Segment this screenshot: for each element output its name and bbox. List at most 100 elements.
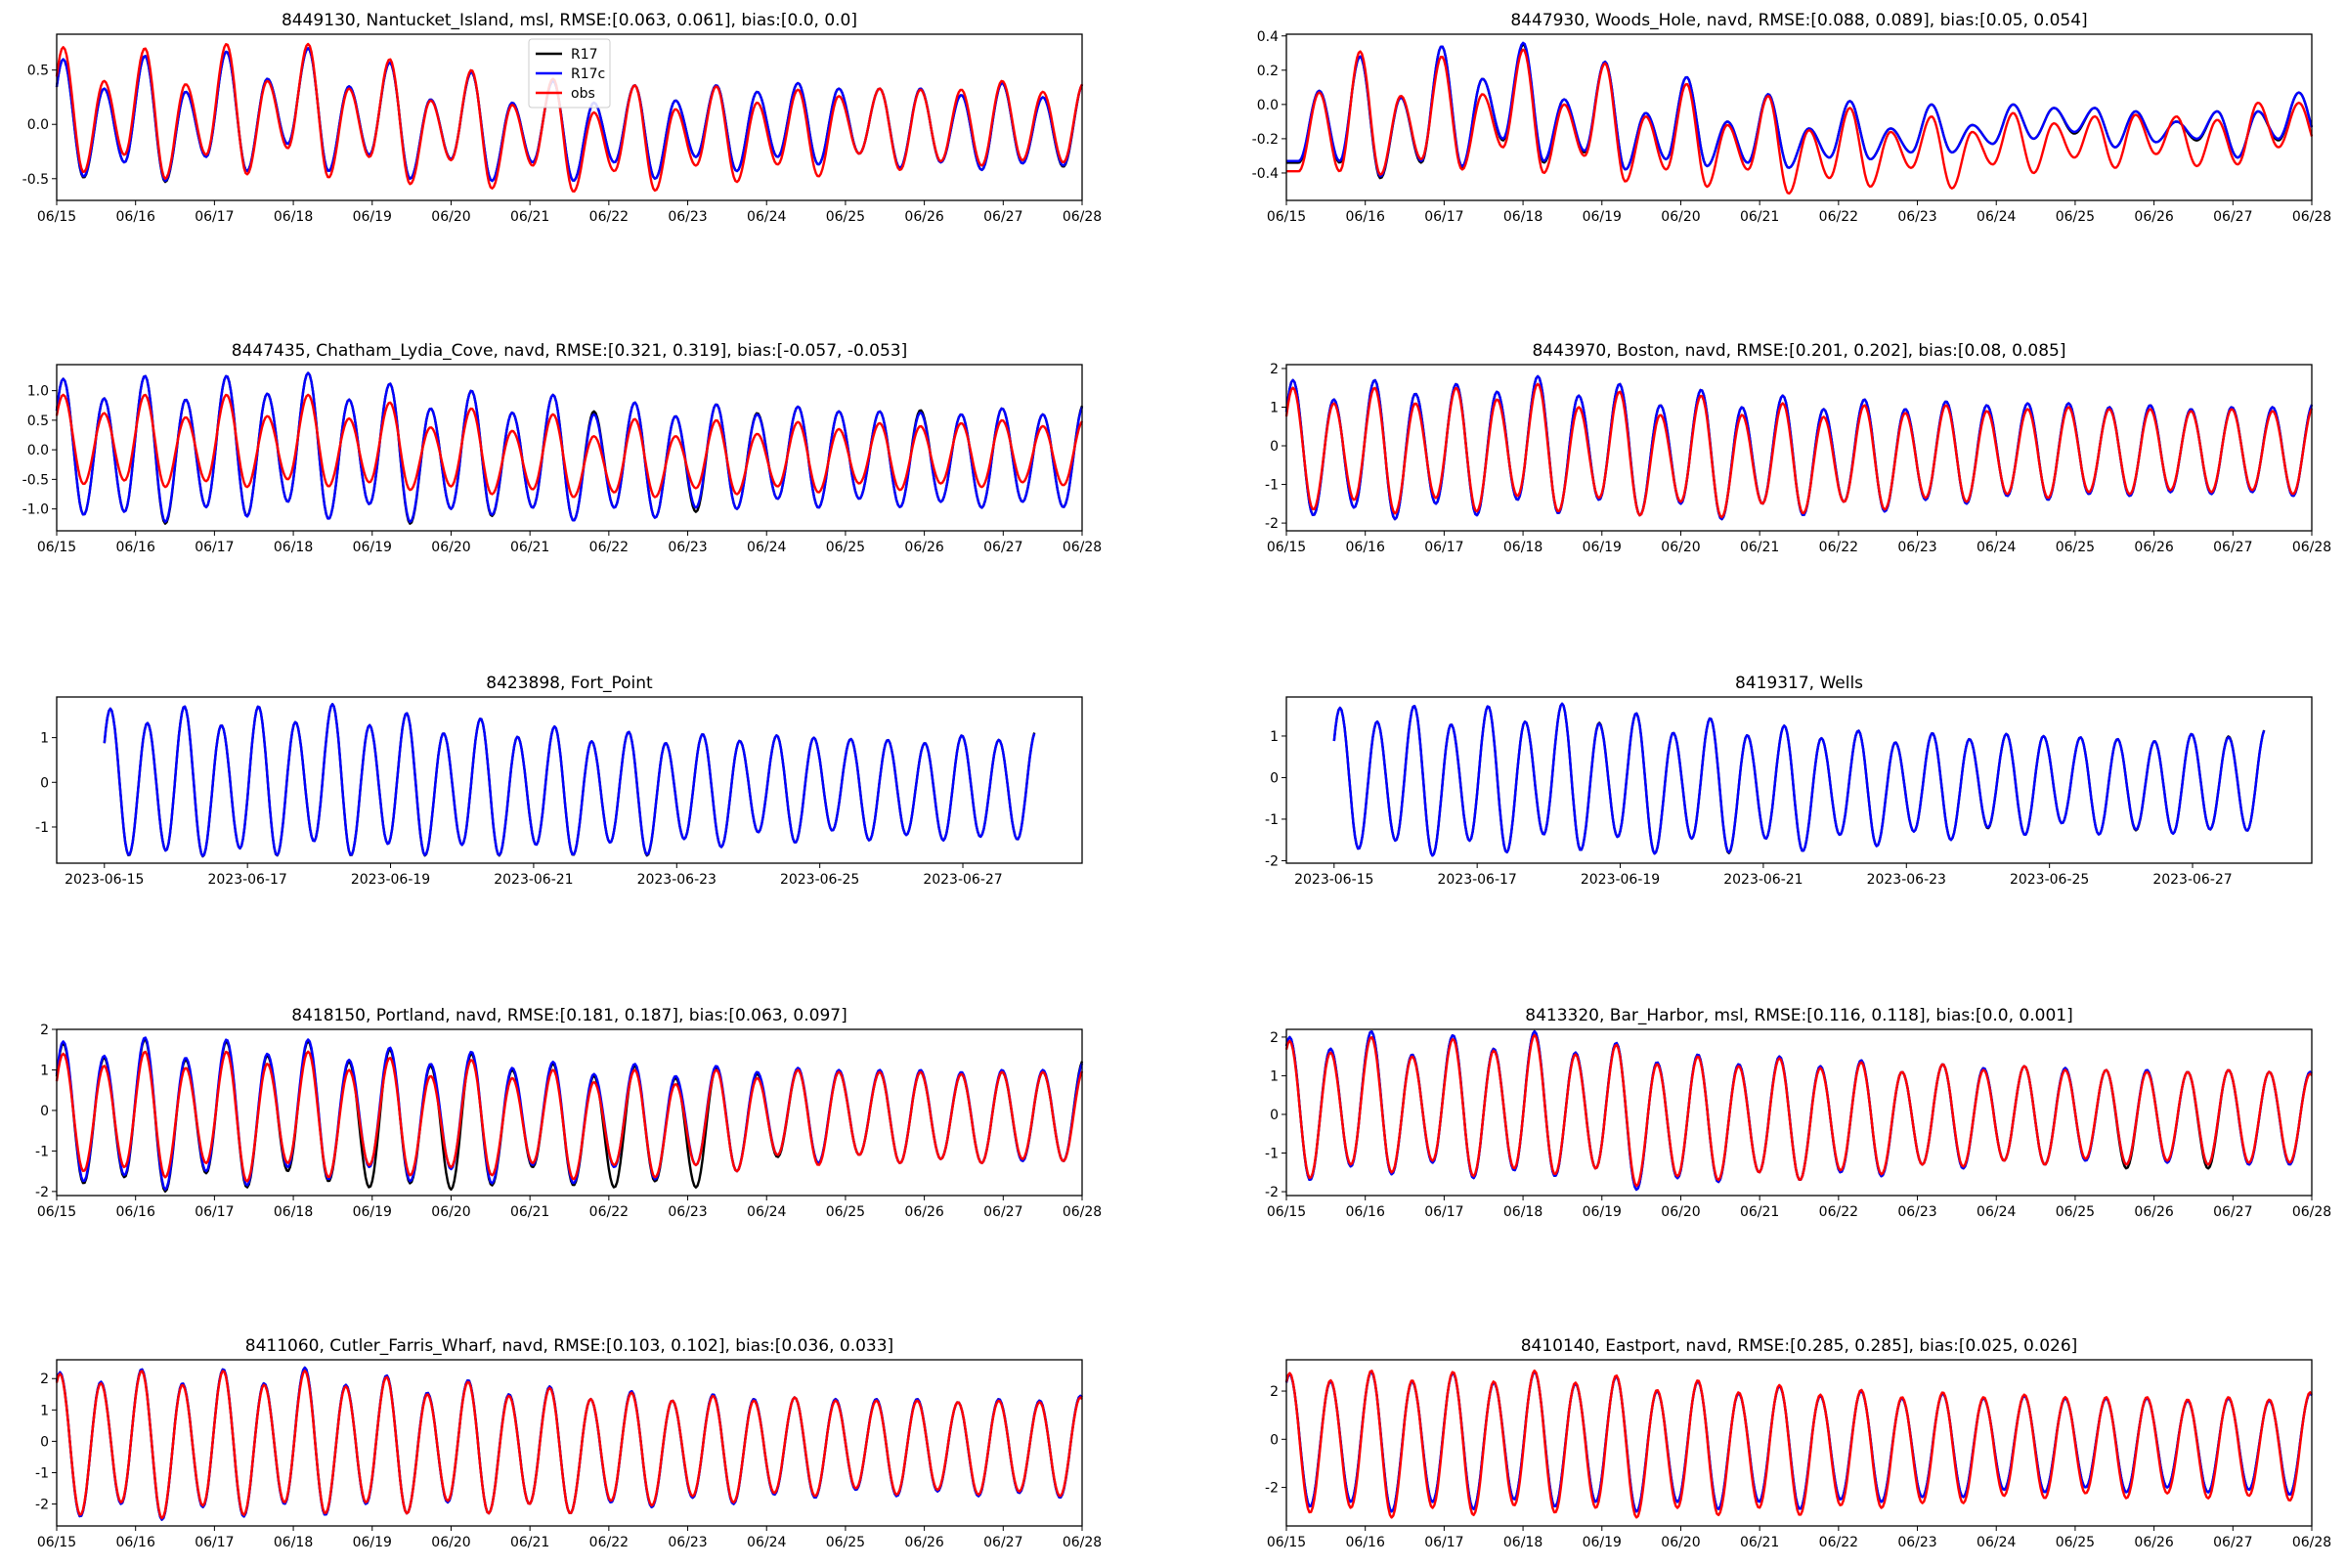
axes-frame <box>56 696 1083 864</box>
x-tick-label: 06/21 <box>1740 1204 1779 1220</box>
subplot-7: 8413320, Bar_Harbor, msl, RMSE:[0.116, 0… <box>1265 1006 2331 1220</box>
y-tick-label: 0.0 <box>27 117 49 133</box>
x-tick-label: 06/24 <box>747 1535 786 1550</box>
y-tick-label: -1 <box>35 820 49 836</box>
x-tick-label: 06/17 <box>1424 1535 1463 1550</box>
x-tick-label: 06/22 <box>589 209 629 225</box>
y-tick-label: -1 <box>35 1144 49 1159</box>
x-tick-label: 06/18 <box>1503 1204 1542 1220</box>
series-line-obs <box>1286 48 2314 196</box>
y-tick-label: -0.5 <box>22 472 49 488</box>
series-line-R17c <box>1284 1029 2313 1192</box>
x-tick-label: 06/28 <box>2292 1204 2331 1220</box>
x-tick-label: 06/16 <box>116 1535 155 1550</box>
subplot-title: 8418150, Portland, navd, RMSE:[0.181, 0.… <box>291 1006 847 1025</box>
x-tick-label: 06/25 <box>826 540 865 555</box>
subplot-title: 8413320, Bar_Harbor, msl, RMSE:[0.116, 0… <box>1525 1006 2072 1025</box>
x-tick-label: 06/27 <box>2213 540 2252 555</box>
subplot-0: 8449130, Nantucket_Island, msl, RMSE:[0.… <box>22 11 1103 225</box>
x-tick-label: 06/24 <box>747 1204 786 1220</box>
x-tick-label: 06/22 <box>1819 1535 1858 1550</box>
x-tick-label: 06/15 <box>37 1204 76 1220</box>
x-tick-label: 06/28 <box>1063 1535 1102 1550</box>
x-tick-label: 06/25 <box>2056 1204 2095 1220</box>
y-tick-label: -2 <box>1265 1481 1279 1497</box>
subplot-title: 8410140, Eastport, navd, RMSE:[0.285, 0.… <box>1521 1336 2078 1356</box>
x-tick-label: 06/16 <box>1346 540 1385 555</box>
y-tick-label: -1 <box>1265 812 1279 828</box>
y-tick-label: 2 <box>1270 1384 1279 1400</box>
x-tick-label: 06/17 <box>1424 209 1463 225</box>
x-tick-label: 06/23 <box>668 540 707 555</box>
subplot-title: 8411060, Cutler_Farris_Wharf, navd, RMSE… <box>245 1336 893 1356</box>
x-tick-label: 06/19 <box>353 1535 392 1550</box>
x-tick-label: 06/22 <box>1819 1204 1858 1220</box>
x-tick-label: 06/19 <box>353 209 392 225</box>
x-tick-label: 06/20 <box>1661 1204 1700 1220</box>
x-tick-label: 06/21 <box>1740 209 1779 225</box>
y-tick-label: 0.2 <box>1257 64 1279 79</box>
x-tick-label: 06/21 <box>510 209 549 225</box>
y-tick-label: 0 <box>40 775 49 791</box>
y-tick-label: 0 <box>1270 1432 1279 1448</box>
y-tick-label: 0.5 <box>27 414 49 429</box>
y-tick-label: 0 <box>1270 1108 1279 1123</box>
y-tick-label: 0 <box>1270 439 1279 455</box>
x-tick-label: 06/24 <box>747 540 786 555</box>
y-tick-label: 0.5 <box>27 64 49 79</box>
series-line-R17c <box>1284 1371 2313 1513</box>
x-tick-label: 2023-06-21 <box>494 872 573 888</box>
y-tick-label: 2 <box>1270 362 1279 377</box>
x-tick-label: 06/20 <box>1661 1535 1700 1550</box>
axes-frame <box>1285 1359 2313 1527</box>
x-tick-label: 06/23 <box>1897 540 1936 555</box>
y-tick-label: 0.0 <box>1257 98 1279 113</box>
y-tick-label: -0.4 <box>1252 166 1279 182</box>
x-tick-label: 06/16 <box>116 209 155 225</box>
x-tick-label: 06/26 <box>2134 540 2173 555</box>
subplot-8: 8411060, Cutler_Farris_Wharf, navd, RMSE… <box>35 1336 1102 1550</box>
x-tick-label: 06/27 <box>983 540 1022 555</box>
axes-frame <box>1285 364 2313 532</box>
x-tick-label: 06/20 <box>1661 540 1700 555</box>
x-tick-label: 06/23 <box>668 1535 707 1550</box>
y-tick-label: -0.2 <box>1252 132 1279 148</box>
axes-frame <box>1285 1028 2313 1197</box>
subplot-1: 8447930, Woods_Hole, navd, RMSE:[0.088, … <box>1252 11 2332 225</box>
subplot-5: 8419317, Wells 2023-06-15 2023-06-17 2023-0… <box>1265 674 2313 888</box>
x-tick-label: 2023-06-15 <box>1294 872 1373 888</box>
x-tick-label: 06/15 <box>37 1535 76 1550</box>
y-tick-label: 1 <box>40 1063 49 1078</box>
x-tick-label: 2023-06-19 <box>351 872 430 888</box>
y-tick-label: -2 <box>35 1185 49 1200</box>
x-tick-label: 2023-06-21 <box>1723 872 1803 888</box>
x-tick-label: 06/22 <box>1819 209 1858 225</box>
axes-frame <box>56 33 1083 201</box>
x-tick-label: 06/25 <box>826 1204 865 1220</box>
x-tick-label: 06/21 <box>510 1204 549 1220</box>
y-tick-label: 2 <box>40 1372 49 1387</box>
x-tick-label: 06/24 <box>747 209 786 225</box>
x-tick-label: 06/28 <box>2292 1535 2331 1550</box>
x-tick-label: 06/22 <box>589 540 629 555</box>
x-tick-label: 06/28 <box>1063 540 1102 555</box>
series-line-R17 <box>1284 1029 2313 1192</box>
x-tick-label: 06/15 <box>37 209 76 225</box>
x-tick-label: 06/24 <box>1977 1535 2016 1550</box>
y-tick-label: 2 <box>1270 1030 1279 1046</box>
series-line-obs <box>55 1370 1083 1520</box>
y-tick-label: 0.0 <box>27 443 49 458</box>
x-tick-label: 06/27 <box>2213 209 2252 225</box>
x-tick-label: 06/27 <box>983 209 1022 225</box>
legend-label: obs <box>571 86 595 102</box>
y-tick-label: -2 <box>1265 1185 1279 1200</box>
x-tick-label: 06/26 <box>904 1535 943 1550</box>
y-tick-label: -0.5 <box>22 172 49 188</box>
subplot-title: 8447930, Woods_Hole, navd, RMSE:[0.088, … <box>1510 11 2087 30</box>
y-tick-label: 1 <box>1270 729 1279 745</box>
x-tick-label: 2023-06-25 <box>780 872 859 888</box>
x-tick-label: 06/24 <box>1977 209 2016 225</box>
subplot-title: 8443970, Boston, navd, RMSE:[0.201, 0.20… <box>1532 341 2065 361</box>
x-tick-label: 06/21 <box>1740 1535 1779 1550</box>
subplot-title: 8449130, Nantucket_Island, msl, RMSE:[0.… <box>282 11 857 30</box>
